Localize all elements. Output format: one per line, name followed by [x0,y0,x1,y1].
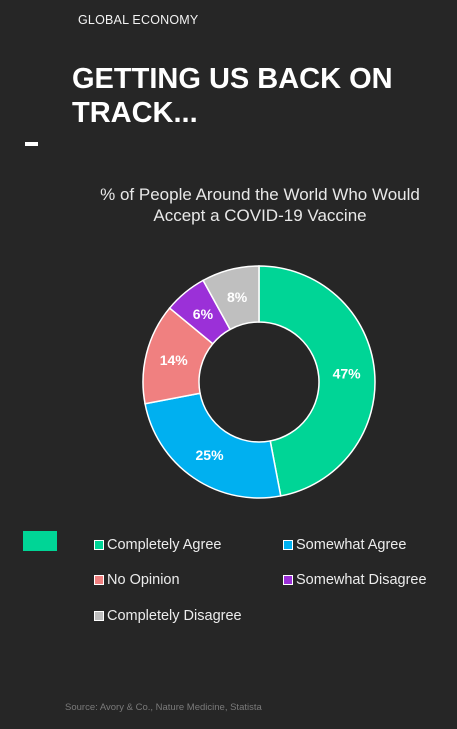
legend-label: Somewhat Disagree [296,572,427,588]
donut-slice-completely-agree [258,265,376,497]
legend-item-somewhat-disagree: Somewhat Disagree [283,572,427,588]
data-label-somewhat-disagree: 6% [193,306,214,322]
accent-block [23,531,57,551]
data-label-completely-agree: 47% [333,366,362,382]
donut-slice-somewhat-agree [144,392,282,499]
legend-label: Completely Agree [107,537,222,553]
legend-swatch [94,575,104,585]
legend-label: Completely Disagree [107,608,242,624]
data-label-completely-disagree: 8% [227,289,248,305]
headline: GETTING US BACK ON TRACK... [72,63,393,129]
section-label: GLOBAL ECONOMY [78,13,199,27]
legend-swatch [94,611,104,621]
chart-title: % of People Around the World Who Would A… [100,185,420,225]
legend-swatch [283,575,293,585]
donut-chart: 47% 25% 14% 6% 8% [142,265,376,499]
data-label-no-opinion: 14% [160,352,189,368]
legend-swatch [94,540,104,550]
legend-item-completely-agree: Completely Agree [94,537,221,553]
legend-item-somewhat-agree: Somewhat Agree [283,537,406,553]
legend-item-no-opinion: No Opinion [94,572,180,588]
legend-label: Somewhat Agree [296,537,407,553]
legend-label: No Opinion [107,572,180,588]
source-note: Source: Avory & Co., Nature Medicine, St… [65,702,262,713]
legend-item-completely-disagree: Completely Disagree [94,608,242,624]
donut-slice-completely-disagree [202,265,260,331]
legend-swatch [283,540,293,550]
headline-dash [25,142,38,146]
data-label-somewhat-agree: 25% [196,447,225,463]
